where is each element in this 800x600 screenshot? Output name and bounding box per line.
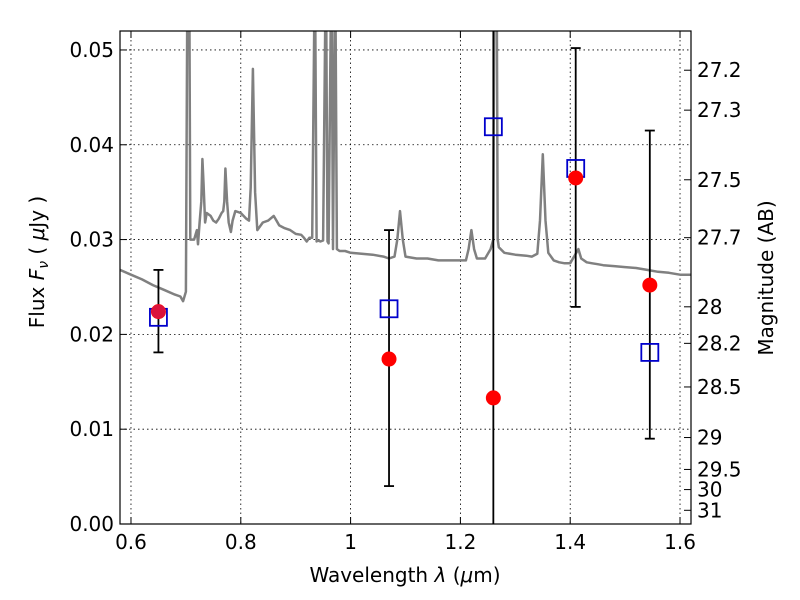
y-axis-label-unit-rest: Jy ) — [25, 196, 49, 230]
y-tick-label: 0.02 — [69, 322, 114, 346]
y2-tick-label: 27.2 — [697, 58, 742, 82]
x-axis-label-unit-open: ( — [453, 563, 461, 587]
y2-axis-label: Magnitude (AB) — [754, 200, 778, 355]
plot-frame — [119, 30, 692, 525]
y2-tick-label: 31 — [697, 498, 722, 522]
y2-tick-label: 27.5 — [697, 168, 742, 192]
x-tick-label: 1.2 — [444, 530, 476, 554]
x-axis-label-unit-rest: m) — [473, 563, 500, 587]
y2-tick-label: 28.2 — [697, 331, 742, 355]
y-tick-label: 0.03 — [69, 228, 114, 252]
x-axis-label-unit-mu: μ — [460, 563, 474, 587]
x-tick-label: 0.6 — [115, 530, 147, 554]
x-axis-label: Wavelength λ (μm) — [309, 563, 500, 587]
x-tick-label: 0.8 — [225, 530, 257, 554]
overlap-tint — [151, 304, 166, 319]
x-axis-label-symbol: λ — [433, 563, 446, 587]
y2-tick-label: 30 — [697, 478, 722, 502]
x-tick-label: 1.6 — [664, 530, 696, 554]
y2-tick-label: 29.5 — [697, 457, 742, 481]
y-axis-label-unit-open: ( — [25, 247, 49, 255]
tick-labels: 0.6 0.8 1 1.2 1.4 1.6 0.00 0.01 0.02 0.03 0.04 0.05… — [69, 38, 741, 554]
model-point — [640, 342, 660, 362]
y-tick-label: 0.05 — [69, 38, 114, 62]
model-point — [483, 117, 503, 137]
plot-area — [120, 31, 691, 524]
x-tick-label: 1 — [344, 530, 357, 554]
y-axis-label-symbol: F — [25, 268, 49, 280]
y-axis-label: Flux Fν ( μJy ) — [25, 196, 52, 328]
y2-tick-label: 27.7 — [697, 226, 742, 250]
y-tick-label: 0.01 — [69, 417, 114, 441]
observed-point — [150, 304, 166, 320]
y-axis-label-text: Flux — [25, 286, 49, 328]
spectrum-line — [120, 31, 691, 303]
axis-ticks — [120, 31, 691, 525]
x-tick-label: 1.4 — [554, 530, 586, 554]
observed-point — [485, 390, 501, 406]
grid — [120, 31, 691, 524]
y2-tick-label: 27.3 — [697, 98, 742, 122]
y-axis-label-unit-mu: μ — [25, 228, 49, 242]
x-axis-label-text: Wavelength — [309, 563, 428, 587]
y2-tick-label: 29 — [697, 426, 722, 450]
observed-point — [381, 351, 397, 367]
y2-tick-label: 28 — [697, 295, 722, 319]
y-tick-label: 0.04 — [69, 133, 114, 157]
model-point — [379, 299, 399, 319]
observed-point — [642, 277, 658, 293]
y-axis-label-subscript: ν — [36, 261, 52, 269]
y-tick-label: 0.00 — [69, 512, 114, 536]
observed-point — [568, 170, 584, 186]
y2-tick-label: 28.5 — [697, 375, 742, 399]
